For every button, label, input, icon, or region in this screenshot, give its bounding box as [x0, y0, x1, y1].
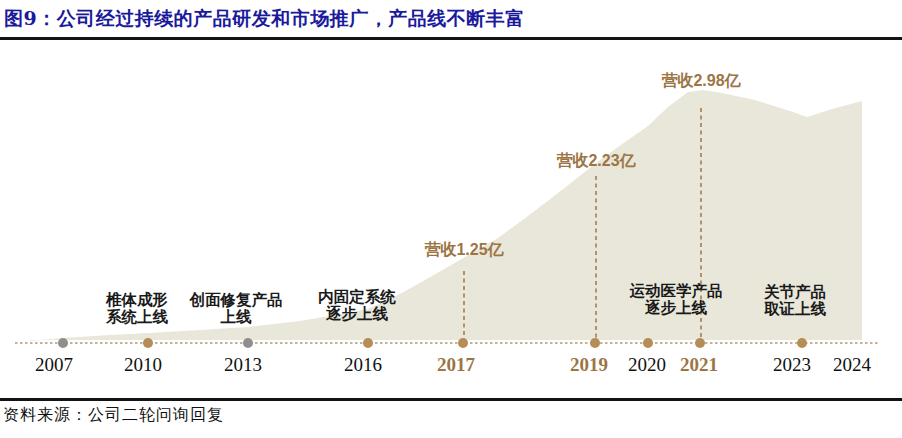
revenue-label-2017: 营收1.25亿 [424, 241, 503, 259]
area-chart-canvas [0, 40, 902, 395]
year-label-2010: 2010 [124, 354, 162, 376]
revenue-timeline-chart: 营收1.25亿 营收2.23亿 营收2.98亿椎体成形 系统上线创面修复产品 上线 内… [0, 40, 902, 395]
milestone-label-2021: 运动医学产品 逐步上线 [630, 282, 723, 316]
figure-title: 图9：公司经过持续的产品研发和市场推广，产品线不断丰富 [4, 6, 894, 30]
year-label-2007: 2007 [35, 354, 73, 376]
revenue-label-2021: 营收2.98亿 [661, 72, 740, 90]
milestone-label-2010: 椎体成形 系统上线 [106, 291, 168, 325]
timeline-dot-2013 [243, 338, 253, 348]
year-label-2016: 2016 [344, 354, 382, 376]
timeline-dot-2010 [143, 338, 153, 348]
year-label-2023: 2023 [773, 354, 811, 376]
timeline-dot-2016 [363, 338, 373, 348]
timeline-dot-2020 [643, 338, 653, 348]
source-note: 资料来源：公司二轮问询回复 [3, 404, 224, 426]
year-label-2020: 2020 [628, 354, 666, 376]
revenue-label-2019: 营收2.23亿 [556, 152, 635, 170]
year-label-2013: 2013 [224, 354, 262, 376]
milestone-label-2016: 内固定系统 逐步上线 [318, 288, 396, 322]
year-label-2024: 2024 [833, 354, 871, 376]
timeline-dot-2019 [590, 338, 600, 348]
timeline-dot-2007 [58, 338, 68, 348]
timeline-dot-2023 [797, 338, 807, 348]
year-label-2021: 2021 [680, 354, 718, 376]
figure-container: 图9：公司经过持续的产品研发和市场推广，产品线不断丰富 营收1.25亿 营收2.2… [0, 0, 902, 438]
timeline-dot-2021 [695, 338, 705, 348]
milestone-label-2013: 创面修复产品 上线 [190, 291, 283, 325]
footer-divider [0, 398, 902, 401]
timeline-dot-2017 [458, 338, 468, 348]
year-label-2017: 2017 [437, 354, 475, 376]
milestone-label-2023: 关节产品 取证上线 [764, 283, 826, 317]
year-label-2019: 2019 [570, 354, 608, 376]
